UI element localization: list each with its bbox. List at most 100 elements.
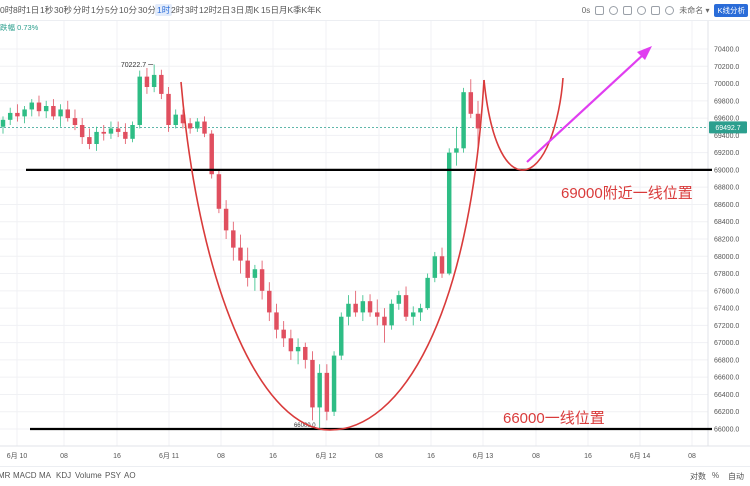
indicator-macd[interactable]: MACD [13,471,37,480]
candle-body[interactable] [43,106,49,112]
candle-body[interactable] [288,338,294,352]
candle-body[interactable] [324,372,330,412]
candle-body[interactable] [238,247,243,261]
candle-body[interactable] [36,102,42,112]
timeframe-13[interactable]: 12时 [199,5,217,15]
timeframe-5[interactable]: 分时 [73,5,91,15]
timeframe-3[interactable]: 1秒 [40,5,54,15]
settings-icon[interactable] [609,5,619,15]
indicator-ao[interactable]: AO [124,471,136,480]
timeframe-20[interactable]: 年K [307,5,322,15]
candle-body[interactable] [389,303,394,326]
scale-log-toggle[interactable]: 对数 [690,472,706,481]
timeframe-10[interactable]: 1时 [155,4,173,16]
candle-body[interactable] [151,74,157,87]
timeframe-18[interactable]: 月K [279,5,294,15]
candle-body[interactable] [281,329,286,339]
indicator-ma[interactable]: MA [39,471,51,480]
candle-body[interactable] [15,112,20,117]
candle-body[interactable] [159,74,164,94]
timeframe-17[interactable]: 15日 [261,5,279,15]
candle-body[interactable] [231,230,236,248]
candle-body[interactable] [367,301,373,313]
candle-body[interactable] [339,316,344,356]
timeframe-14[interactable]: 2日 [217,5,231,15]
candle-body[interactable] [123,131,128,139]
timeframe-6[interactable]: 1分 [91,5,105,15]
candle-body[interactable] [382,316,387,326]
indicator-volume[interactable]: Volume [75,471,102,480]
seconds-label[interactable]: 0s [581,5,591,15]
candle-body[interactable] [79,125,85,138]
candle-body[interactable] [475,113,481,129]
candle-body[interactable] [295,346,301,352]
timeframe-19[interactable]: 季K [293,5,308,15]
candle-body[interactable] [446,152,452,274]
candle-body[interactable] [51,106,56,117]
candle-body[interactable] [115,128,121,132]
candle-body[interactable] [346,303,351,317]
candle-body[interactable] [173,114,178,125]
candle-body[interactable] [310,359,315,408]
candle-body[interactable] [252,269,258,278]
fullscreen-icon[interactable] [623,5,633,15]
timeframe-1[interactable]: 8时 [13,5,27,15]
timeframe-9[interactable]: 30分 [138,5,156,15]
scale-percent-toggle[interactable]: % [712,471,720,480]
indicator-mr[interactable]: MR [0,471,11,480]
timeframe-15[interactable]: 3日 [231,5,245,15]
indicator-kdj[interactable]: KDJ [56,471,72,480]
candle-body[interactable] [461,92,466,149]
candle-body[interactable] [259,269,265,291]
candle-body[interactable] [439,256,445,274]
candle-body[interactable] [0,119,6,127]
candle-body[interactable] [396,295,402,304]
candle-body[interactable] [209,133,214,175]
timeframe-7[interactable]: 5分 [105,5,119,15]
timeframe-16[interactable]: 周K [245,5,260,15]
candle-body[interactable] [331,355,337,412]
candle-body[interactable] [58,109,63,117]
candle-body[interactable] [187,123,193,129]
candle-body[interactable] [303,346,308,360]
timeframe-0[interactable]: 0时 [0,5,14,15]
candle-body[interactable] [7,112,13,120]
candle-body[interactable] [137,76,142,125]
candle-body[interactable] [360,301,366,313]
indicator-psy[interactable]: PSY [105,471,122,480]
kline-analysis-button[interactable]: K线分析 [714,3,748,17]
candle-body[interactable] [425,277,430,309]
timeframe-8[interactable]: 10分 [119,5,137,15]
candle-body[interactable] [65,109,71,119]
gear-icon[interactable] [637,5,647,15]
candle-body[interactable] [274,312,279,330]
candle-body[interactable] [144,76,150,87]
candle-body[interactable] [432,256,438,278]
candle-body[interactable] [101,131,106,134]
candle-body[interactable] [87,137,92,144]
layout-icon[interactable] [651,5,661,15]
candle-body[interactable] [410,312,416,317]
timeframe-11[interactable]: 2时 [171,5,185,15]
candle-body[interactable] [130,125,135,139]
candle-body[interactable] [195,121,200,129]
candle-body[interactable] [267,290,272,313]
candle-body[interactable] [216,174,222,209]
candle-body[interactable] [166,93,171,125]
candle-body[interactable] [353,303,358,313]
candle-body[interactable] [375,312,380,317]
scale-auto-toggle[interactable]: 自动 [728,472,744,481]
candle-body[interactable] [72,118,78,125]
candle-body[interactable] [29,102,35,110]
candle-body[interactable] [94,131,99,144]
candle-body[interactable] [108,128,114,134]
camera-icon[interactable] [595,5,605,15]
timeframe-2[interactable]: 1日 [26,5,40,15]
candle-body[interactable] [22,109,27,117]
layout-name-dropdown[interactable]: 未命名 ▾ [679,5,710,15]
timeframe-4[interactable]: 30秒 [54,5,72,15]
candle-body[interactable] [418,308,423,313]
candle-body[interactable] [403,295,409,317]
candle-body[interactable] [454,148,459,153]
